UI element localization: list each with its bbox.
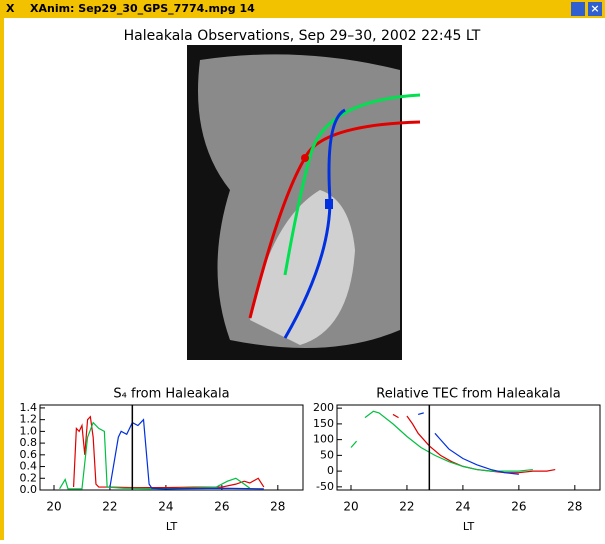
main-title: Haleakala Observations, Sep 29–30, 2002 … bbox=[124, 28, 481, 44]
x-tick-label: 22 bbox=[399, 500, 414, 514]
window-icon: X bbox=[6, 2, 15, 15]
x-tick-label: 26 bbox=[214, 500, 229, 514]
y-tick-label: -50 bbox=[316, 480, 334, 493]
window-title: XAnim: Sep29_30_GPS_7774.mpg 14 bbox=[30, 2, 255, 15]
x-tick-label: 28 bbox=[270, 500, 285, 514]
x-tick-label: 24 bbox=[158, 500, 173, 514]
x-tick-label: 26 bbox=[511, 500, 526, 514]
y-tick-label: 100 bbox=[313, 433, 334, 446]
x-axis-label: LT bbox=[166, 520, 178, 533]
y-tick-label: 150 bbox=[313, 417, 334, 430]
close-icon: × bbox=[590, 2, 599, 15]
x-tick-label: 20 bbox=[46, 500, 61, 514]
x-tick-label: 24 bbox=[455, 500, 470, 514]
y-tick-label: 0 bbox=[327, 464, 334, 477]
minimize-button[interactable] bbox=[571, 2, 585, 16]
y-tick-label: 200 bbox=[313, 401, 334, 414]
y-tick-label: 0.0 bbox=[20, 483, 38, 496]
sky-image bbox=[187, 45, 420, 360]
red-marker bbox=[301, 154, 309, 162]
window-border bbox=[0, 18, 4, 540]
x-tick-label: 20 bbox=[343, 500, 358, 514]
blue-marker bbox=[325, 199, 333, 209]
chart-title: Relative TEC from Haleakala bbox=[376, 387, 560, 402]
xanim-window: X XAnim: Sep29_30_GPS_7774.mpg 14 × Hale… bbox=[0, 0, 605, 540]
x-tick-label: 22 bbox=[102, 500, 117, 514]
chart-title: S₄ from Haleakala bbox=[113, 387, 229, 402]
y-tick-label: 50 bbox=[320, 448, 334, 461]
x-tick-label: 28 bbox=[567, 500, 582, 514]
x-axis-label: LT bbox=[463, 520, 475, 533]
